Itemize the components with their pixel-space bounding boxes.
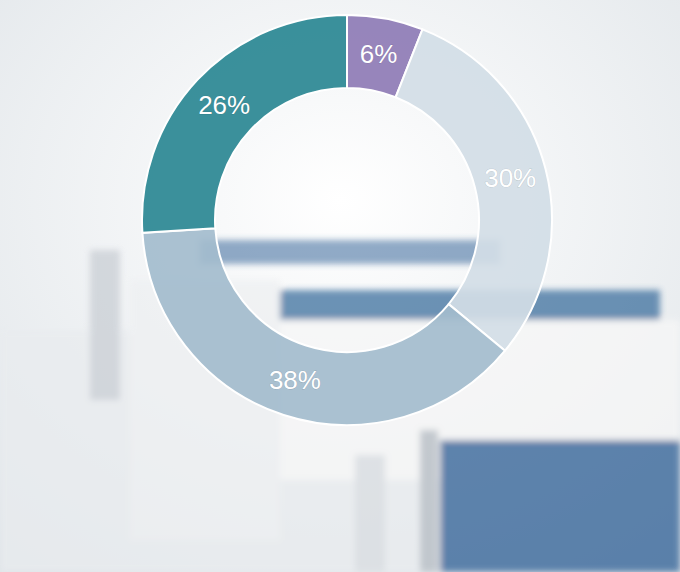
bed-frame bbox=[355, 455, 385, 572]
data-label: 30% bbox=[484, 163, 536, 193]
slice bbox=[142, 15, 347, 233]
background bbox=[0, 0, 680, 572]
data-label: 6% bbox=[360, 39, 398, 69]
bed-frame bbox=[420, 430, 438, 572]
chart: 6% 30% 38% 26% bbox=[0, 0, 680, 572]
slice bbox=[396, 29, 552, 350]
data-label: 38% bbox=[269, 365, 321, 395]
slice bbox=[142, 228, 505, 425]
donut bbox=[142, 15, 552, 425]
labels: 6% 30% 38% 26% bbox=[198, 39, 536, 395]
bed-panel bbox=[440, 440, 680, 572]
mattress bbox=[200, 240, 500, 264]
bed-post bbox=[90, 250, 120, 400]
data-label: 26% bbox=[198, 90, 250, 120]
